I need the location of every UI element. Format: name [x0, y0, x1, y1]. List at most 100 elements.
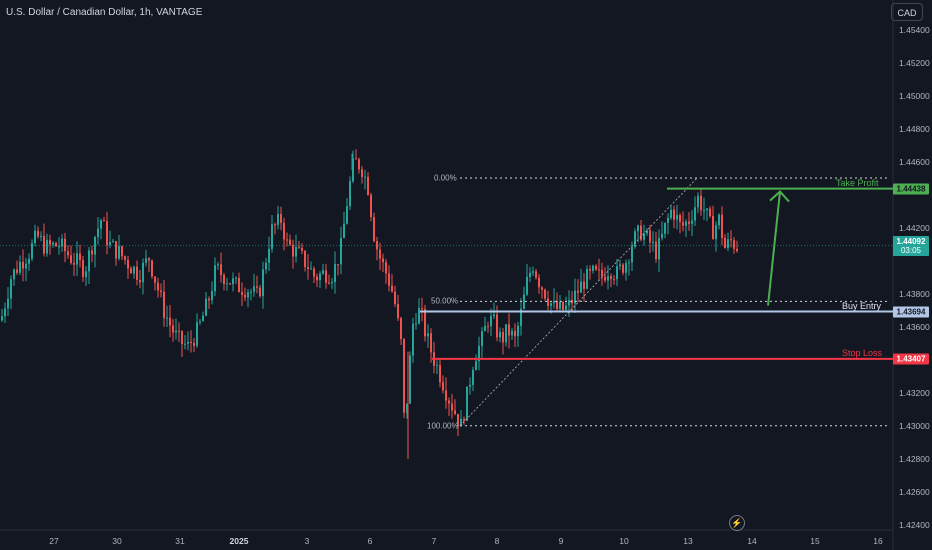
candle-body — [94, 236, 96, 255]
candle-body — [400, 318, 402, 340]
candle-body — [46, 239, 48, 254]
candle-body — [133, 266, 135, 274]
candle-body — [412, 323, 414, 356]
candle-body — [40, 235, 42, 237]
candle-body — [88, 250, 90, 272]
candle-body — [292, 244, 294, 257]
candle-body — [583, 281, 585, 289]
candle-body — [439, 364, 441, 383]
candle-body — [214, 265, 216, 292]
candle-body — [391, 285, 393, 292]
price-tick: 1.42400 — [899, 520, 930, 531]
candle-body — [427, 333, 429, 337]
candle-body — [340, 237, 342, 265]
candle-body — [64, 238, 66, 252]
take-profit-price-badge: 1.44438 — [893, 183, 929, 195]
time-tick: 31 — [175, 536, 185, 546]
candle-body — [448, 400, 450, 404]
candle-body — [580, 281, 582, 293]
candle-body — [628, 262, 630, 264]
candle-body — [58, 246, 60, 248]
candle-body — [4, 308, 6, 317]
candle-body — [151, 260, 153, 277]
candle-body — [496, 314, 498, 338]
candle-body — [460, 418, 462, 427]
candle-body — [436, 364, 438, 366]
price-tick: 1.42800 — [899, 454, 930, 465]
candle-body — [649, 230, 651, 243]
time-tick: 10 — [619, 536, 629, 546]
candle-body — [70, 255, 72, 263]
candle-body — [319, 273, 321, 281]
candle-body — [247, 292, 249, 298]
price-tick: 1.45000 — [899, 90, 930, 101]
candle-body — [10, 279, 12, 299]
candle-body — [253, 286, 255, 292]
candle-body — [454, 410, 456, 415]
candle-body — [670, 209, 672, 218]
candle-body — [451, 403, 453, 411]
candle-body — [409, 355, 411, 404]
candle-body — [613, 279, 615, 281]
candle-body — [508, 324, 510, 336]
candle-body — [595, 265, 597, 270]
candle-body — [148, 258, 150, 261]
candle-body — [244, 294, 246, 298]
price-tick: 1.43600 — [899, 322, 930, 333]
candle-body — [310, 268, 312, 270]
time-tick: 13 — [683, 536, 693, 546]
lightning-icon[interactable]: ⚡ — [729, 515, 745, 531]
candle-body — [250, 291, 252, 293]
stop-loss-label: Stop Loss — [842, 347, 883, 358]
candle-body — [661, 233, 663, 238]
candle-body — [364, 176, 366, 178]
candle-body — [679, 214, 681, 222]
candle-body — [724, 237, 726, 248]
candle-body — [388, 273, 390, 286]
candle-body — [604, 276, 606, 281]
candle-body — [265, 262, 267, 270]
candle-body — [79, 253, 81, 261]
candle-body — [289, 239, 291, 245]
candle-body — [121, 246, 123, 257]
candle-body — [31, 243, 33, 259]
fib-level-0-label: 0.00% — [434, 173, 457, 183]
candle-body — [727, 239, 729, 248]
candle-body — [547, 298, 549, 306]
candle-body — [124, 256, 126, 260]
candle-body — [256, 286, 258, 288]
candle-body — [529, 272, 531, 277]
candle-body — [97, 228, 99, 237]
candle-body — [205, 298, 207, 316]
candle-body — [106, 221, 108, 246]
candle-body — [103, 220, 105, 222]
candle-body — [130, 268, 132, 274]
chart-title: U.S. Dollar / Canadian Dollar, 1h, VANTA… — [6, 7, 203, 18]
candle-body — [490, 316, 492, 327]
candle-body — [1, 316, 3, 321]
candle-body — [361, 169, 363, 178]
currency-button[interactable]: CAD — [891, 3, 923, 21]
candle-body — [544, 289, 546, 299]
candle-body — [73, 262, 75, 265]
candle-body — [139, 279, 141, 283]
candle-body — [346, 206, 348, 224]
candle-body — [166, 317, 168, 319]
candle-body — [157, 282, 159, 291]
candle-body — [160, 290, 162, 292]
price-tick: 1.43200 — [899, 388, 930, 399]
candle-body — [493, 314, 495, 317]
candle-body — [25, 263, 27, 269]
candle-body — [49, 239, 51, 245]
candle-body — [631, 246, 633, 263]
countdown-timer: 03:05 — [900, 245, 922, 255]
candle-body — [322, 270, 324, 274]
candle-body — [190, 341, 192, 344]
candle-body — [238, 277, 240, 293]
candle-body — [334, 264, 336, 283]
candle-body — [352, 158, 354, 182]
candle-body — [730, 239, 732, 241]
candle-body — [616, 266, 618, 280]
candle-body — [367, 176, 369, 195]
